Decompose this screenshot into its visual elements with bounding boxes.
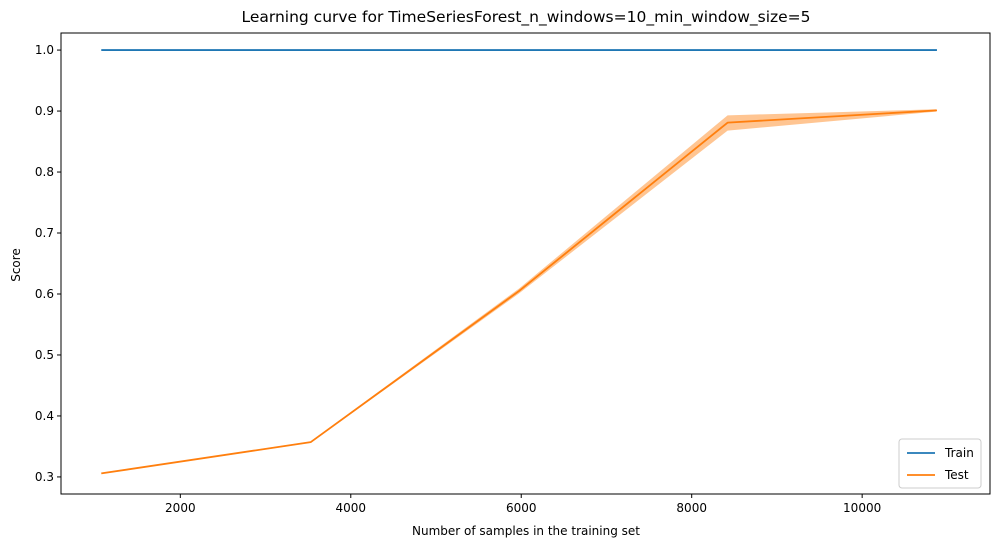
x-tick-label: 10000 — [843, 501, 881, 515]
legend-label-train: Train — [944, 446, 974, 460]
y-tick-label: 0.8 — [35, 165, 54, 179]
y-tick-label: 0.7 — [35, 226, 54, 240]
x-axis-label: Number of samples in the training set — [412, 524, 640, 538]
y-tick-label: 1.0 — [35, 43, 54, 57]
y-axis-label: Score — [9, 248, 23, 282]
legend-label-test: Test — [944, 468, 969, 482]
x-tick-label: 8000 — [676, 501, 707, 515]
x-tick-label: 4000 — [336, 501, 367, 515]
chart-title: Learning curve for TimeSeriesForest_n_wi… — [241, 8, 810, 27]
y-tick-label: 0.6 — [35, 287, 54, 301]
y-tick-label: 0.4 — [35, 409, 54, 423]
x-tick-label: 6000 — [506, 501, 537, 515]
x-tick-label: 2000 — [165, 501, 196, 515]
legend: Train Test — [899, 439, 981, 488]
y-tick-label: 0.9 — [35, 104, 54, 118]
y-tick-label: 0.5 — [35, 348, 54, 362]
y-tick-label: 0.3 — [35, 470, 54, 484]
